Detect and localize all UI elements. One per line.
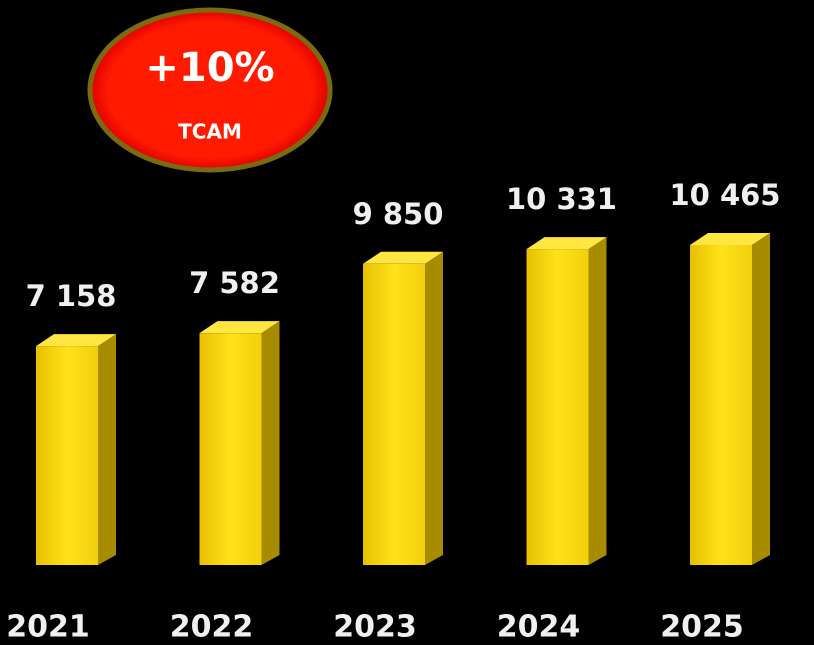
bar <box>690 245 752 565</box>
value-label: 7 158 <box>26 279 117 313</box>
value-label: 10 465 <box>670 178 781 212</box>
bar-top <box>199 321 280 334</box>
x-tick-label: 2023 <box>333 610 417 645</box>
bar-side <box>98 334 116 565</box>
bar-side <box>752 233 770 565</box>
bar-side <box>588 237 607 565</box>
bar-top <box>36 334 116 347</box>
bar-top <box>690 233 770 245</box>
value-label: 9 850 <box>353 197 444 231</box>
value-label: 7 582 <box>189 266 280 300</box>
x-tick-label: 2022 <box>170 610 254 645</box>
bar-top <box>363 251 443 264</box>
bar-top <box>526 237 607 250</box>
bar <box>199 333 262 565</box>
bar <box>526 249 589 565</box>
x-tick-label: 2021 <box>6 610 90 645</box>
badge-value: +10% <box>145 45 274 91</box>
badge-label: TCAM <box>178 120 242 144</box>
x-tick-label: 2024 <box>497 610 581 645</box>
bar-side <box>261 321 280 565</box>
bar <box>36 346 98 565</box>
value-label: 10 331 <box>506 182 617 216</box>
bar <box>363 263 425 565</box>
bar-side <box>425 251 443 565</box>
badge <box>87 7 333 173</box>
x-tick-label: 2025 <box>660 610 744 645</box>
